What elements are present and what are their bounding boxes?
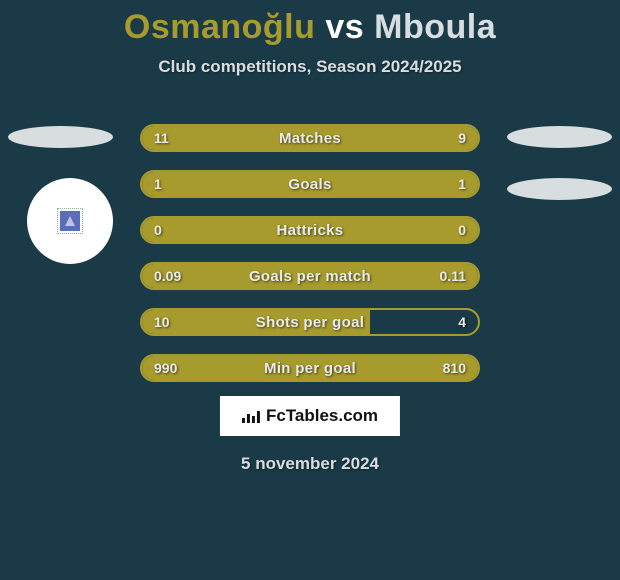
brand-box: FcTables.com xyxy=(220,396,400,436)
avatar xyxy=(27,178,113,264)
stat-label: Min per goal xyxy=(142,356,478,380)
stat-row: 104Shots per goal xyxy=(140,308,480,336)
avatar-placeholder-icon xyxy=(58,209,82,233)
stat-label: Shots per goal xyxy=(142,310,478,334)
stat-row: 11Goals xyxy=(140,170,480,198)
stat-row: 119Matches xyxy=(140,124,480,152)
date-text: 5 november 2024 xyxy=(0,454,620,474)
stats-bars: 119Matches 11Goals 00Hattricks 0.090.11Goal… xyxy=(140,124,480,400)
player2-name: Mboula xyxy=(374,8,496,46)
page-title: Osmanoğlu vs Mboula xyxy=(0,0,620,47)
brand-chart-icon xyxy=(242,409,260,423)
subtitle: Club competitions, Season 2024/2025 xyxy=(0,57,620,77)
team-badge-right-1 xyxy=(507,126,612,148)
brand-text: FcTables.com xyxy=(266,406,378,426)
stat-label: Hattricks xyxy=(142,218,478,242)
stat-label: Matches xyxy=(142,126,478,150)
stat-label: Goals per match xyxy=(142,264,478,288)
team-badge-left xyxy=(8,126,113,148)
stat-row: 990810Min per goal xyxy=(140,354,480,382)
vs-text: vs xyxy=(325,8,364,46)
stat-label: Goals xyxy=(142,172,478,196)
team-badge-right-2 xyxy=(507,178,612,200)
stat-row: 0.090.11Goals per match xyxy=(140,262,480,290)
player1-name: Osmanoğlu xyxy=(124,8,316,46)
stat-row: 00Hattricks xyxy=(140,216,480,244)
